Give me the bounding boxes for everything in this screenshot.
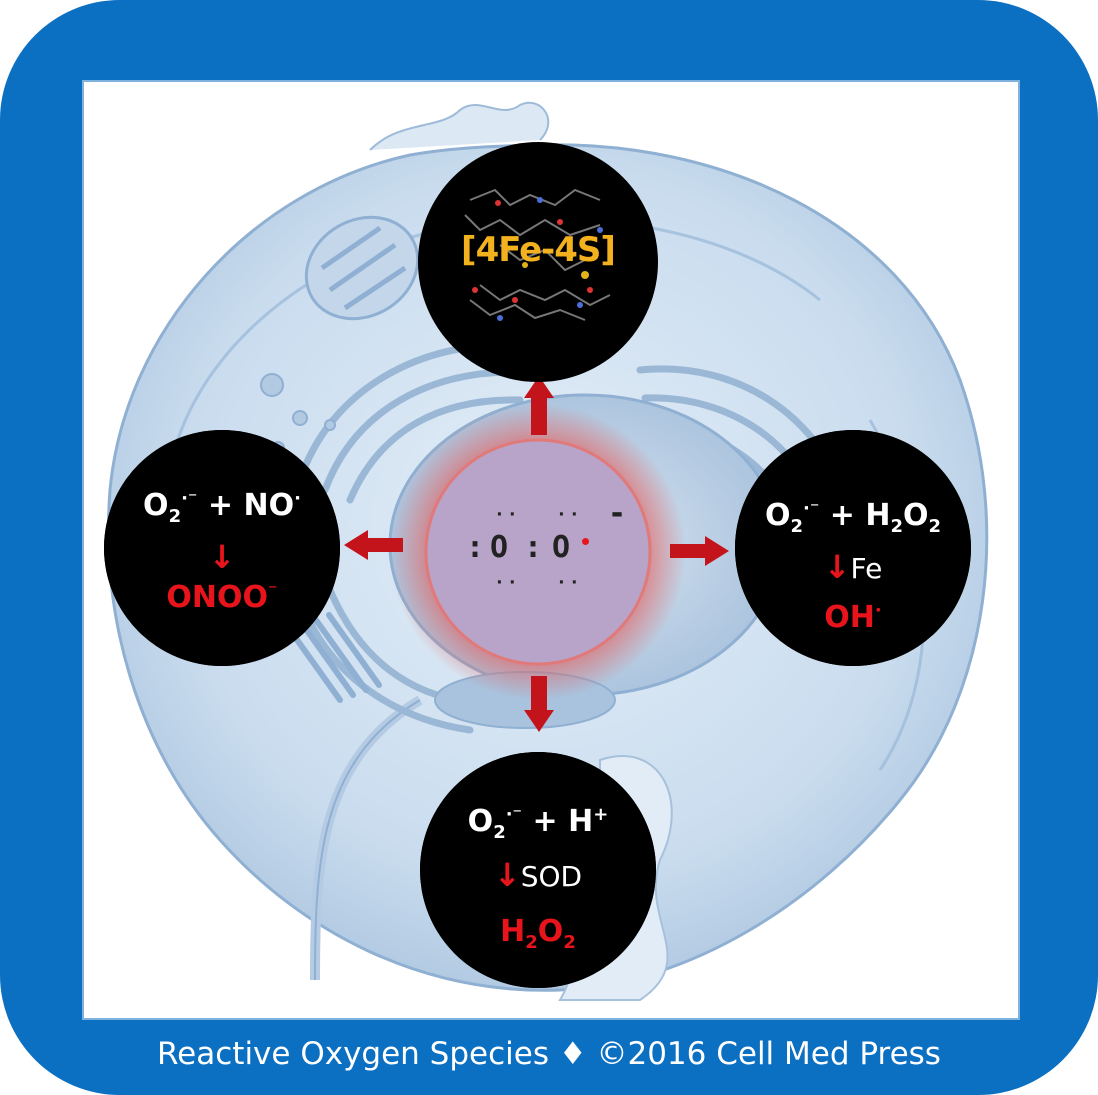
reactants: O2·⁻ + H+: [467, 804, 609, 843]
reaction-arrow: ↓: [823, 548, 851, 586]
oxygen-atom-1: O: [490, 530, 509, 565]
iron-sulfur-cluster-label: [4Fe-4S]: [461, 230, 616, 270]
product-hydrogen-peroxide: H2O2: [500, 914, 576, 953]
reaction-arrow: ↓: [493, 856, 521, 894]
product-hydroxyl-radical: OH·: [824, 600, 882, 635]
colon-left: :: [466, 530, 485, 565]
oxygen-atom-2: O: [552, 530, 571, 565]
superoxide-lewis-structure: ·· ·· : O : O - ·· ··: [438, 490, 648, 610]
catalyst-iron: Fe: [850, 552, 883, 585]
catalyst-sod: SOD: [520, 860, 583, 893]
fenton-reaction: O2·⁻ + H2O2 ↓Fe OH·: [735, 430, 971, 666]
centriole: [287, 612, 382, 703]
dismutation-reaction: O2·⁻ + H+ ↓SOD H2O2: [420, 752, 656, 988]
reaction-arrow-with-catalyst: ↓Fe: [735, 548, 971, 586]
reaction-arrow: ↓: [208, 538, 236, 576]
protein-structure: [418, 142, 658, 382]
reactants: O2·⁻ + NO·: [143, 488, 301, 527]
lone-pair-dots: ··: [494, 504, 520, 525]
peroxynitrite-reaction: O2·⁻ + NO· ↓ ONOO⁻: [104, 430, 340, 666]
arrow-right: [670, 536, 729, 566]
lone-pair-dots: ··: [556, 572, 582, 593]
lone-pair-dots: ··: [494, 572, 520, 593]
reactants: O2·⁻ + H2O2: [764, 498, 942, 537]
superoxide-glow: [390, 404, 686, 700]
product-peroxynitrite: ONOO⁻: [166, 580, 278, 615]
arrows: [344, 376, 729, 732]
reaction-arrow-with-catalyst: ↓SOD: [420, 856, 656, 894]
caption: Reactive Oxygen Species ♦ ©2016 Cell Med…: [157, 1036, 941, 1072]
lone-pair-dots: ··: [556, 504, 582, 525]
radical-dot: [582, 538, 589, 545]
colon-middle: :: [524, 530, 543, 565]
arrow-down: [524, 676, 554, 732]
negative-charge: -: [608, 496, 627, 531]
arrow-up: [524, 376, 554, 435]
arrow-left: [344, 530, 403, 560]
mitochondrion: [304, 215, 420, 321]
